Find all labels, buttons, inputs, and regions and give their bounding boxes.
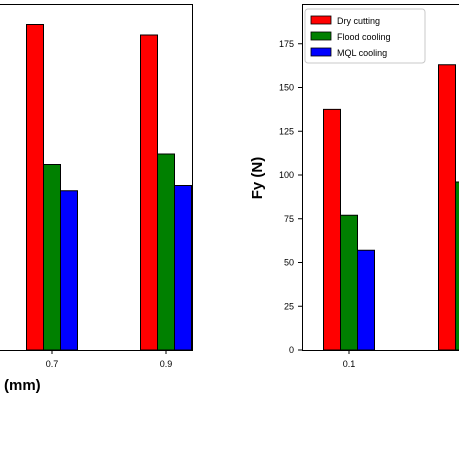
legend-label: Flood cooling <box>337 32 391 42</box>
right-x-tick-label: 0.1 <box>343 359 356 369</box>
left-x-tick-label: 0.7 <box>46 359 59 369</box>
bar-right-mql-cooling-0 <box>357 249 375 351</box>
right-y-tick-label: 50 <box>284 258 294 268</box>
right-y-tick-label: 25 <box>284 301 294 311</box>
left-x-tick-label: 0.9 <box>160 359 173 369</box>
bar-left-flood-cooling-1 <box>157 153 175 351</box>
legend-label: MQL cooling <box>337 48 387 58</box>
left-x-axis-label: (mm) <box>4 377 41 394</box>
legend-swatch <box>310 47 332 57</box>
right-y-axis-label: Fy (N) <box>249 157 266 200</box>
bar-right-dry-cutting-0 <box>323 108 341 351</box>
bar-right-dry-cutting-1 <box>438 64 456 351</box>
right-y-tick-label: 0 <box>289 345 294 355</box>
legend-swatch <box>310 31 332 41</box>
bar-left-dry-cutting-0 <box>26 24 44 351</box>
right-y-tick-label: 100 <box>279 170 294 180</box>
bar-left-dry-cutting-1 <box>140 34 158 351</box>
right-y-tick-label: 75 <box>284 214 294 224</box>
right-y-tick-label: 125 <box>279 126 294 136</box>
bar-right-flood-cooling-1 <box>455 181 459 351</box>
bar-left-flood-cooling-0 <box>43 164 61 351</box>
legend-label: Dry cutting <box>337 16 380 26</box>
bar-left-mql-cooling-1 <box>174 185 192 351</box>
right-panel: 0.100255075100125150175 Fy (N) Dry cutti… <box>249 4 459 369</box>
right-y-tick-label: 150 <box>279 83 294 93</box>
bar-right-flood-cooling-0 <box>340 214 358 351</box>
legend: Dry cutting Flood cooling MQL cooling <box>304 8 426 64</box>
legend-swatch <box>310 15 332 25</box>
legend-frame <box>304 8 426 64</box>
right-y-tick-label: 175 <box>279 39 294 49</box>
bar-left-mql-cooling-0 <box>60 190 78 351</box>
left-panel: 0.7 0.9 (mm) <box>0 4 193 394</box>
